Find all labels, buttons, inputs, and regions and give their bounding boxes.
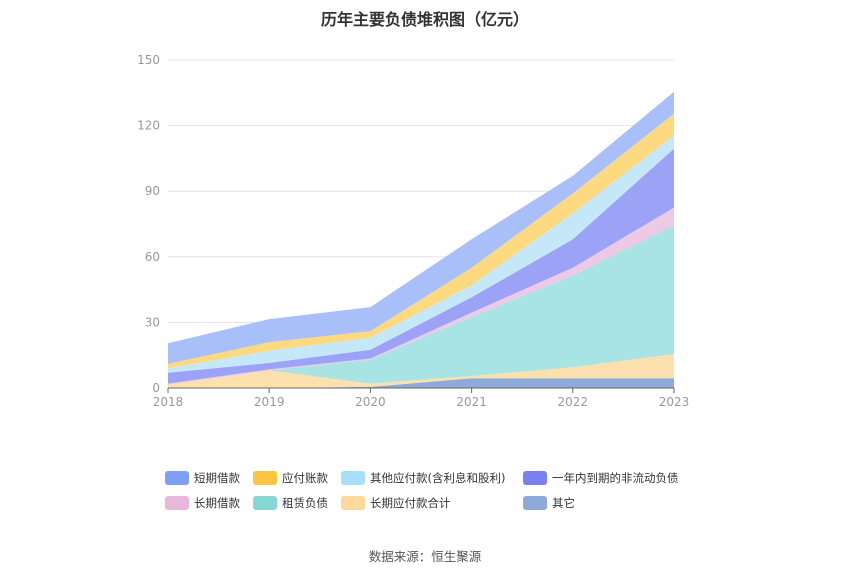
data-source: 数据来源：恒生聚源 (368, 549, 482, 564)
y-tick-label: 30 (145, 315, 160, 329)
legend-swatch (523, 471, 547, 485)
legend-swatch (253, 471, 277, 485)
legend-swatch (165, 471, 189, 485)
legend-item-other-payables[interactable]: 其他应付款(含利息和股利) (341, 470, 523, 486)
y-tick-label: 0 (152, 381, 160, 395)
x-tick-label: 2019 (254, 395, 285, 409)
stacked-area-chart: 0 30 60 90 120 150 2018 2019 2020 2021 2022 2023 (137, 53, 689, 409)
area-series (168, 225, 674, 385)
legend-label: 长期借款 (194, 496, 240, 510)
legend-item-current-noncurrent-liabilities[interactable]: 一年内到期的非流动负债 (523, 470, 723, 486)
y-tick-label: 60 (145, 250, 160, 264)
y-tick-label: 120 (137, 119, 160, 133)
y-tick-label: 90 (145, 184, 160, 198)
area-series (168, 354, 674, 388)
legend-item-long-term-loans[interactable]: 长期借款 (165, 495, 253, 511)
area-series (168, 148, 674, 384)
legend-item-other[interactable]: 其它 (523, 495, 723, 511)
legend-swatch (523, 496, 547, 510)
legend-label: 其它 (552, 496, 575, 510)
x-tick-label: 2021 (456, 395, 487, 409)
legend-label: 短期借款 (194, 471, 240, 485)
legend-swatch (341, 471, 365, 485)
legend-label: 长期应付款合计 (370, 496, 451, 510)
legend-swatch (341, 496, 365, 510)
legend-label: 一年内到期的非流动负债 (552, 471, 679, 485)
axes: 0 30 60 90 120 150 2018 2019 2020 2021 2022 2023 (137, 53, 689, 409)
x-tick-label: 2023 (659, 395, 690, 409)
y-tick-label: 150 (137, 53, 160, 67)
legend-item-accounts-payable[interactable]: 应付账款 (253, 470, 341, 486)
x-tick-label: 2020 (355, 395, 386, 409)
area-series (168, 378, 674, 388)
area-series (168, 91, 674, 364)
legend-item-long-term-payables[interactable]: 长期应付款合计 (341, 495, 523, 511)
x-tick-label: 2018 (153, 395, 184, 409)
legend: 短期借款 应付账款 其他应付款(含利息和股利) 一年内到期的非流动负债 长期借款… (165, 470, 725, 511)
legend-swatch (253, 496, 277, 510)
chart-title: 历年主要负债堆积图（亿元） (320, 10, 529, 29)
legend-swatch (165, 496, 189, 510)
legend-item-short-term-loans[interactable]: 短期借款 (165, 470, 253, 486)
area-series (168, 91, 674, 388)
legend-label: 应付账款 (282, 471, 328, 485)
legend-label: 其他应付款(含利息和股利) (370, 471, 506, 485)
legend-item-lease-liabilities[interactable]: 租赁负债 (253, 495, 341, 511)
legend-label: 租赁负债 (282, 496, 328, 510)
x-tick-label: 2022 (558, 395, 589, 409)
